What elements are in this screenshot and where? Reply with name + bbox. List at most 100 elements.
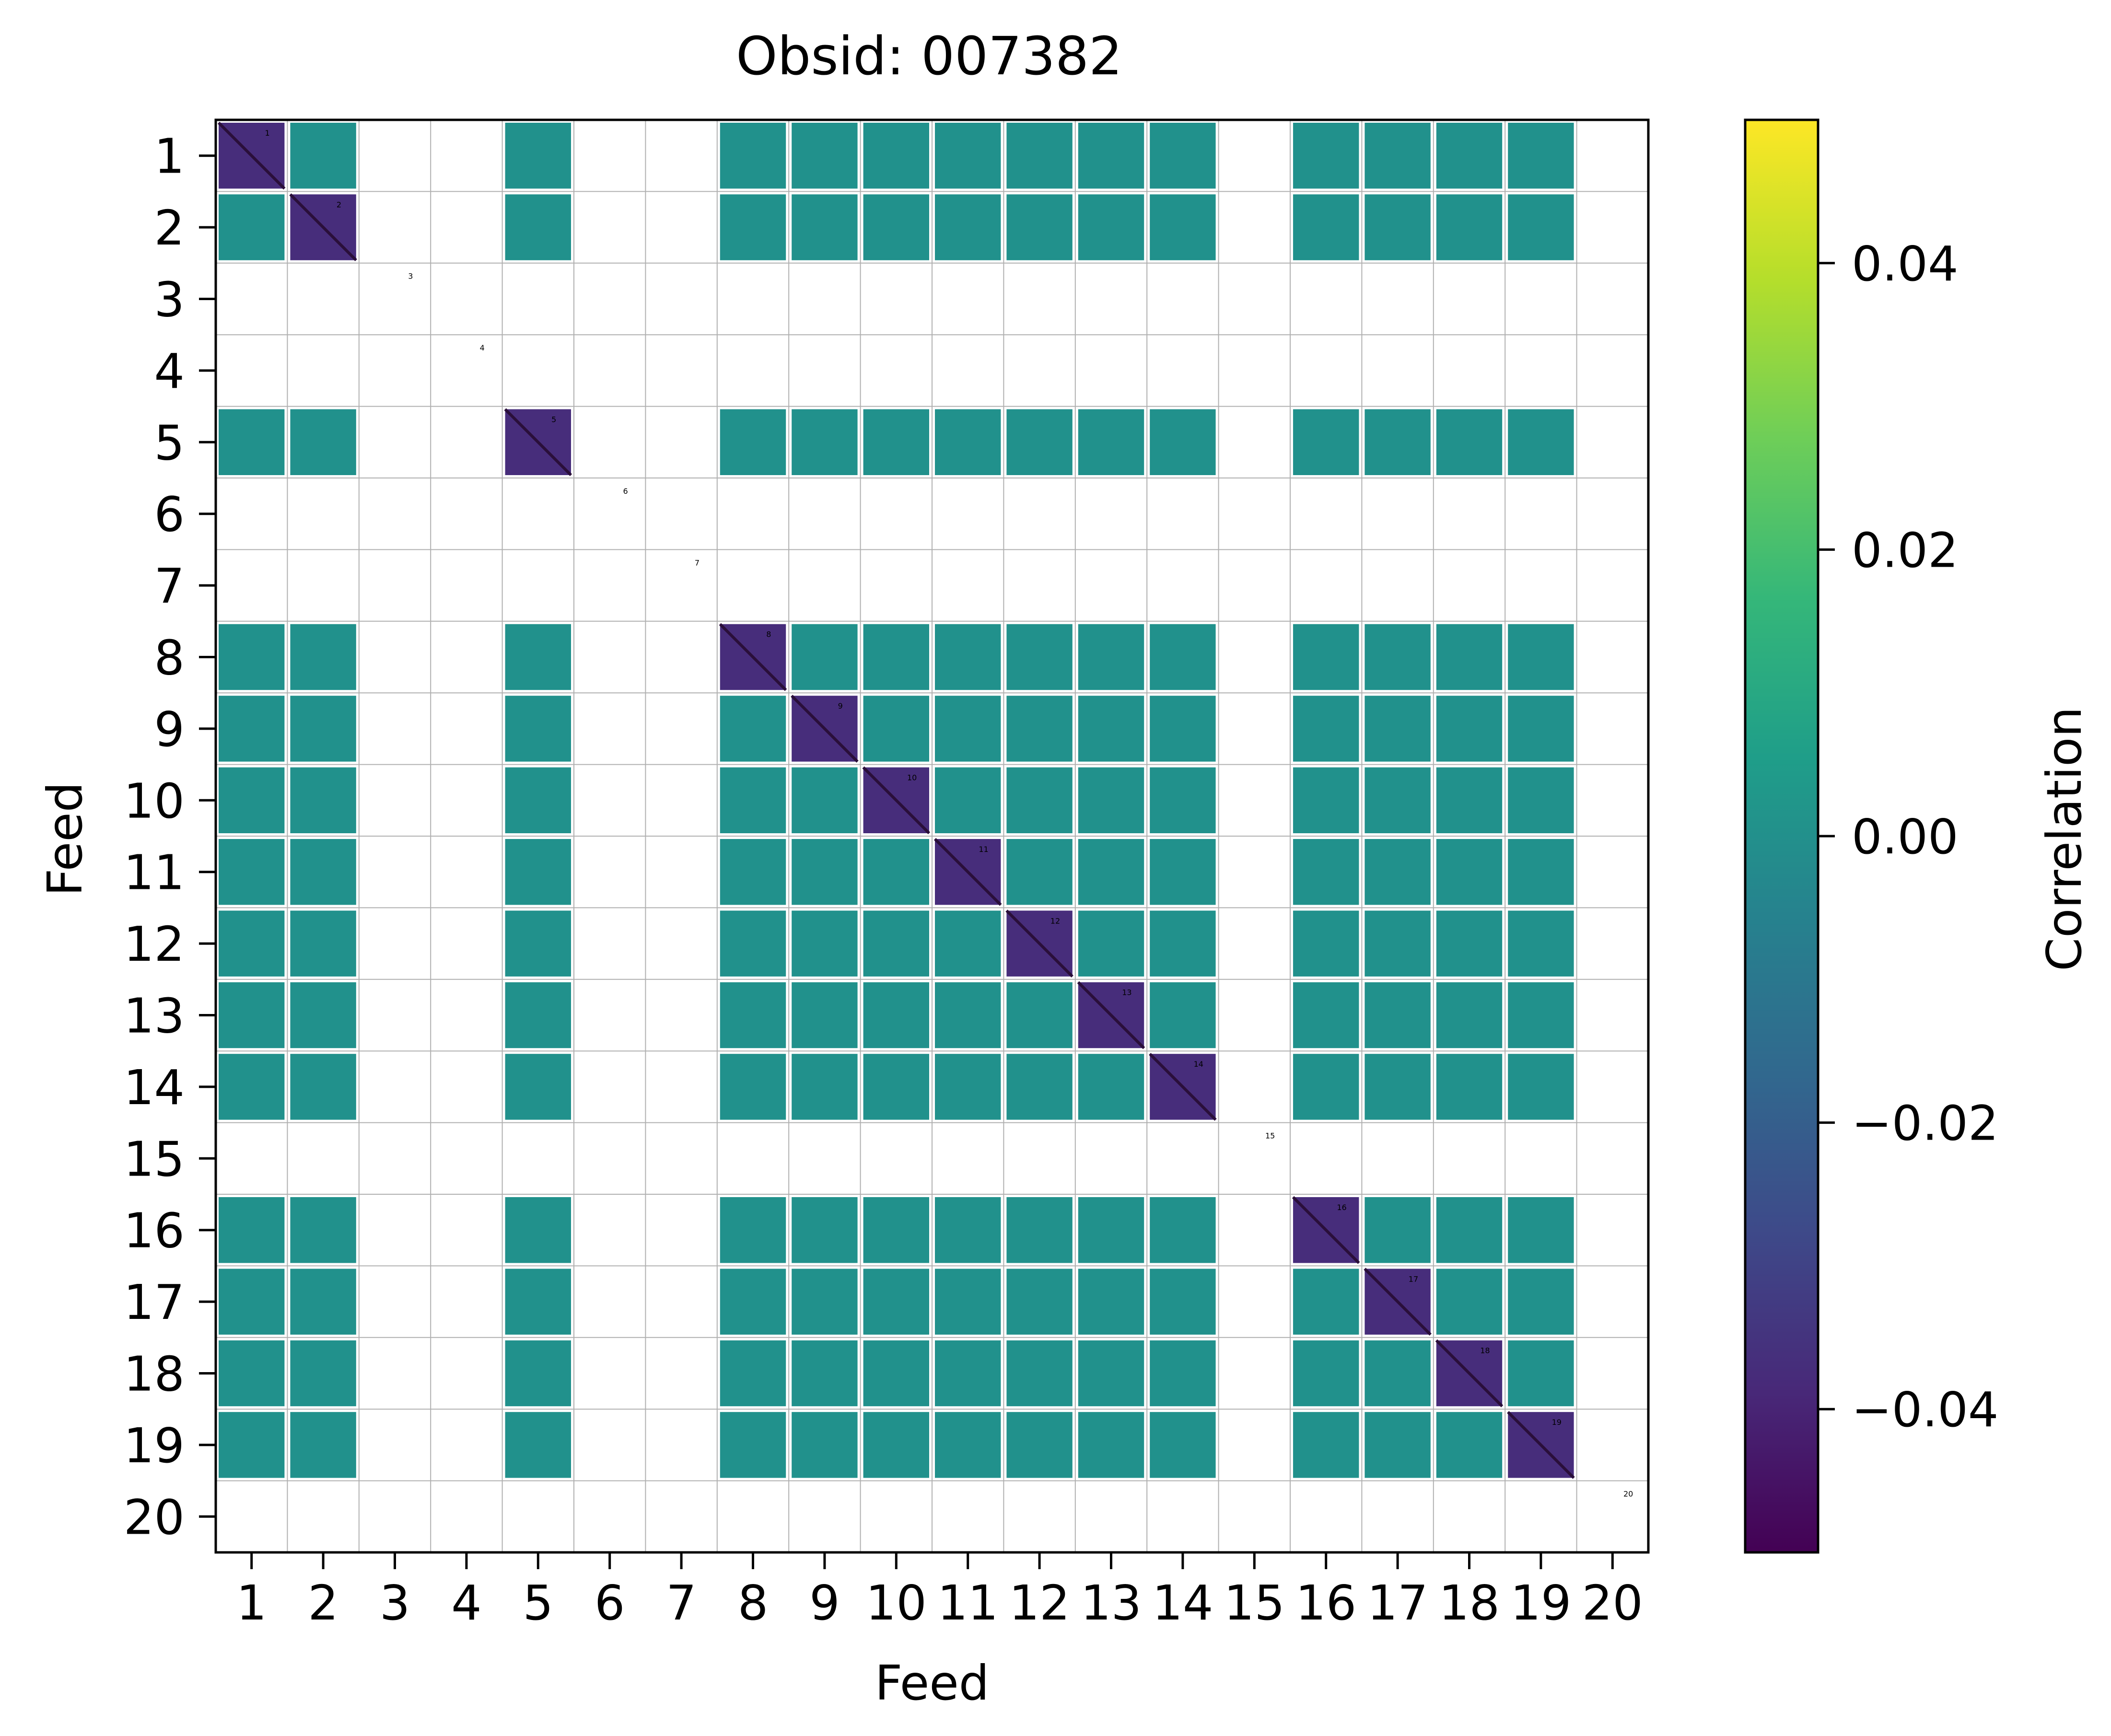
cell-12-2 xyxy=(290,910,356,977)
cell-12-5 xyxy=(505,910,571,977)
cell-2-17 xyxy=(1365,194,1431,260)
diagonal-line-5 xyxy=(504,408,572,477)
cell-12-14 xyxy=(1150,910,1216,977)
colorbar: −0.04 −0.02 0.00 0.02 0.04 Correlation xyxy=(1744,118,2092,1554)
cell-10-18 xyxy=(1436,767,1503,833)
cell-12-17 xyxy=(1365,910,1431,977)
cell-5-2 xyxy=(290,409,356,475)
cell-11-1 xyxy=(219,839,285,905)
cell-16-18 xyxy=(1436,1197,1503,1263)
x-tick-label-15: 15 xyxy=(1224,1575,1285,1631)
cell-5-17 xyxy=(1365,409,1431,475)
colorbar-tick-label-1: −0.02 xyxy=(1852,1095,1998,1152)
cell-8-1 xyxy=(219,624,285,690)
cell-2-19 xyxy=(1508,194,1574,260)
cell-13-17 xyxy=(1365,982,1431,1049)
cell-11-17 xyxy=(1365,839,1431,905)
cell-16-2 xyxy=(290,1197,356,1263)
cell-17-16 xyxy=(1293,1269,1359,1335)
cell-17-9 xyxy=(792,1269,858,1335)
cell-10-13 xyxy=(1078,767,1144,833)
diagonal-line-14 xyxy=(1149,1053,1217,1121)
cell-8-10 xyxy=(863,624,929,690)
x-tick-label-8: 8 xyxy=(738,1575,769,1631)
y-tick-label-18: 18 xyxy=(124,1346,185,1402)
cell-18-2 xyxy=(290,1340,356,1407)
cell-5-14 xyxy=(1150,409,1216,475)
cell-5-19 xyxy=(1508,409,1574,475)
cell-17-11 xyxy=(935,1269,1001,1335)
diagonal-label-20: 20 xyxy=(1623,1489,1633,1498)
x-tick-label-12: 12 xyxy=(1009,1575,1070,1631)
cell-17-8 xyxy=(720,1269,786,1335)
cell-2-5 xyxy=(505,194,571,260)
colorbar-ticks: −0.04 −0.02 0.00 0.02 0.04 xyxy=(1818,236,1998,1438)
diagonal-label-3: 3 xyxy=(408,272,413,281)
x-tick-label-2: 2 xyxy=(308,1575,338,1631)
cell-19-1 xyxy=(219,1412,285,1478)
cell-13-1 xyxy=(219,982,285,1049)
y-tick-label-11: 11 xyxy=(124,845,185,901)
cell-10-12 xyxy=(1006,767,1073,833)
cell-14-11 xyxy=(935,1054,1001,1120)
cell-17-12 xyxy=(1006,1269,1073,1335)
cell-19-10 xyxy=(863,1412,929,1478)
cell-10-14 xyxy=(1150,767,1216,833)
cell-2-9 xyxy=(792,194,858,260)
cell-19-5 xyxy=(505,1412,571,1478)
y-tick-label-16: 16 xyxy=(124,1203,185,1259)
x-tick-label-13: 13 xyxy=(1081,1575,1142,1631)
cell-1-8 xyxy=(720,123,786,189)
cell-2-1 xyxy=(219,194,285,260)
cell-14-9 xyxy=(792,1054,858,1120)
cell-8-13 xyxy=(1078,624,1144,690)
diagonal-line-2 xyxy=(289,193,357,261)
cell-11-12 xyxy=(1006,839,1073,905)
cell-18-5 xyxy=(505,1340,571,1407)
diagonal-line-10 xyxy=(862,766,931,835)
x-tick-label-14: 14 xyxy=(1152,1575,1213,1631)
y-tick-label-19: 19 xyxy=(124,1418,185,1474)
cell-8-14 xyxy=(1150,624,1216,690)
diagonal-label-13: 13 xyxy=(1122,988,1131,997)
cell-14-17 xyxy=(1365,1054,1431,1120)
cell-19-16 xyxy=(1293,1412,1359,1478)
cell-1-19 xyxy=(1508,123,1574,189)
cell-13-14 xyxy=(1150,982,1216,1049)
y-tick-label-7: 7 xyxy=(154,558,185,614)
cell-11-19 xyxy=(1508,839,1574,905)
y-tick-label-20: 20 xyxy=(124,1489,185,1545)
cell-5-9 xyxy=(792,409,858,475)
cell-18-16 xyxy=(1293,1340,1359,1407)
y-tick-label-6: 6 xyxy=(154,487,185,543)
diagonal-label-10: 10 xyxy=(907,773,917,782)
cell-10-19 xyxy=(1508,767,1574,833)
cell-1-12 xyxy=(1006,123,1073,189)
diagonal-line-9 xyxy=(791,695,859,763)
cell-1-14 xyxy=(1150,123,1216,189)
cell-13-5 xyxy=(505,982,571,1049)
cell-9-17 xyxy=(1365,696,1431,762)
cell-8-18 xyxy=(1436,624,1503,690)
cell-14-1 xyxy=(219,1054,285,1120)
cell-14-16 xyxy=(1293,1054,1359,1120)
cell-1-16 xyxy=(1293,123,1359,189)
cell-1-18 xyxy=(1436,123,1503,189)
cell-9-19 xyxy=(1508,696,1574,762)
cell-8-12 xyxy=(1006,624,1073,690)
cell-1-10 xyxy=(863,123,929,189)
diagonal-label-12: 12 xyxy=(1050,916,1060,925)
cell-11-5 xyxy=(505,839,571,905)
diagonal-label-7: 7 xyxy=(695,558,700,567)
cell-10-8 xyxy=(720,767,786,833)
cell-5-12 xyxy=(1006,409,1073,475)
x-tick-label-7: 7 xyxy=(666,1575,697,1631)
cell-11-2 xyxy=(290,839,356,905)
cell-10-16 xyxy=(1293,767,1359,833)
diagonal-line-13 xyxy=(1077,981,1145,1049)
y-tick-label-10: 10 xyxy=(124,773,185,829)
diagonal-label-16: 16 xyxy=(1337,1203,1346,1212)
